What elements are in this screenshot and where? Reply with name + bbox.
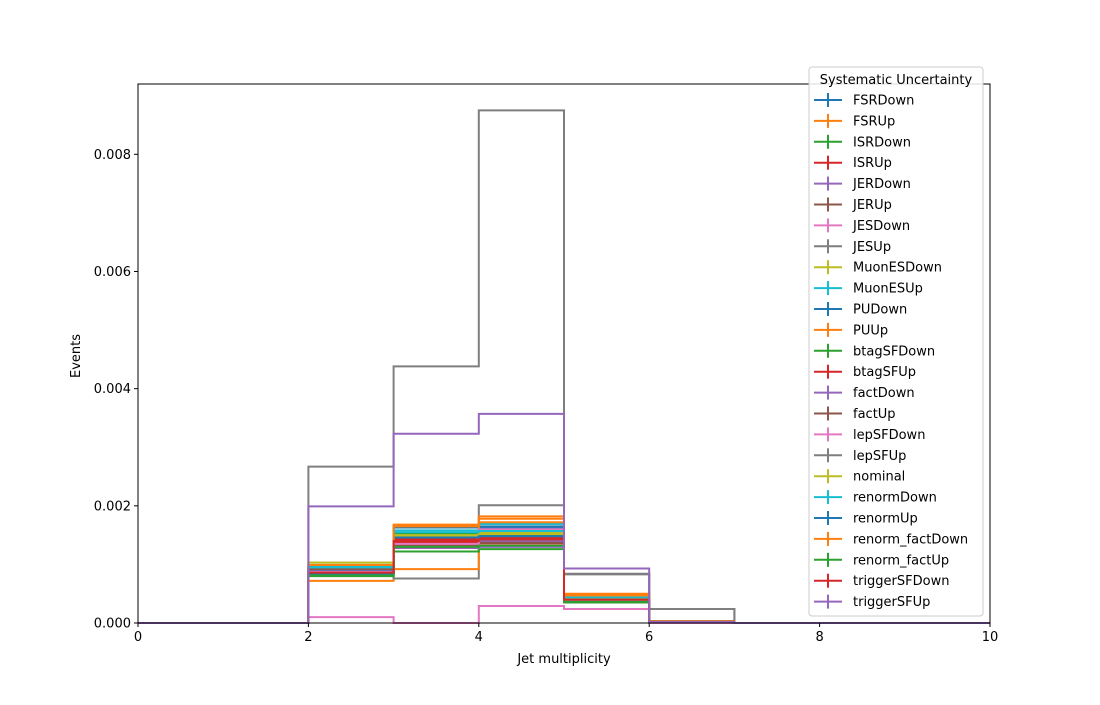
- legend-label: JERDown: [852, 177, 911, 192]
- legend-entry: renormDown: [814, 490, 937, 506]
- x-axis: 0 2 4 6 8 10: [134, 623, 998, 645]
- x-tick-label: 0: [134, 630, 142, 645]
- x-tick-label: 4: [475, 630, 483, 645]
- legend-label: renorm_factDown: [853, 532, 968, 547]
- legend-entry: lepSFDown: [814, 427, 925, 443]
- y-axis-label: Events: [69, 334, 84, 378]
- legend-label: FSRUp: [853, 114, 895, 129]
- legend-label: ISRUp: [853, 156, 892, 171]
- legend-entry: renorm_factUp: [814, 552, 949, 568]
- x-axis-label: Jet multiplicity: [516, 652, 611, 667]
- legend-entry: JESDown: [814, 218, 910, 234]
- legend-label: btagSFDown: [853, 344, 935, 359]
- legend-label: JESDown: [852, 219, 910, 234]
- legend-entry: renorm_factDown: [814, 531, 968, 547]
- legend: Systematic Uncertainty FSRDown FSRUp ISRDo…: [808, 66, 984, 617]
- plot-area: [137, 83, 991, 624]
- legend-entry: JESUp: [814, 239, 891, 255]
- legend-entry: FSRDown: [814, 93, 914, 109]
- y-tick-label: 0.006: [94, 265, 131, 280]
- x-tick-label: 10: [982, 630, 999, 645]
- legend-entry: ISRDown: [814, 134, 911, 150]
- legend-label: renorm_factUp: [853, 553, 949, 568]
- x-tick-label: 8: [815, 630, 823, 645]
- legend-entry: JERUp: [814, 197, 892, 213]
- legend-box: [808, 66, 984, 617]
- legend-label: PUDown: [853, 303, 907, 318]
- y-tick-label: 0.004: [94, 382, 131, 397]
- legend-entry: JERDown: [814, 176, 911, 192]
- y-tick-label: 0.008: [94, 148, 131, 163]
- legend-entry: lepSFUp: [814, 448, 906, 464]
- legend-entry: triggerSFUp: [814, 594, 930, 610]
- legend-entry: btagSFUp: [814, 364, 916, 380]
- legend-label: btagSFUp: [853, 365, 916, 380]
- legend-label: triggerSFDown: [853, 574, 949, 589]
- legend-label: lepSFUp: [853, 449, 906, 464]
- legend-label: nominal: [853, 470, 905, 485]
- legend-entry: btagSFDown: [814, 343, 935, 359]
- legend-label: renormDown: [853, 491, 937, 506]
- x-tick-label: 6: [645, 630, 653, 645]
- y-tick-label: 0.000: [94, 617, 131, 632]
- legend-label: MuonESUp: [853, 282, 923, 297]
- legend-entry: PUUp: [814, 322, 888, 338]
- legend-entry: nominal: [814, 469, 905, 485]
- y-axis: 0.000 0.002 0.004 0.006 0.008: [94, 148, 138, 632]
- legend-label: FSRDown: [853, 94, 914, 109]
- legend-entry: FSRUp: [814, 113, 895, 129]
- legend-label: triggerSFUp: [853, 595, 930, 610]
- legend-entry: factDown: [814, 385, 915, 401]
- legend-entries: FSRDown FSRUp ISRDown ISRUp JERDown JERUp JESD…: [814, 93, 968, 610]
- x-tick-label: 2: [304, 630, 312, 645]
- legend-entry: MuonESUp: [814, 281, 923, 297]
- y-tick-label: 0.002: [94, 499, 131, 514]
- legend-entry: factUp: [814, 406, 896, 422]
- legend-entry: triggerSFDown: [814, 573, 949, 589]
- legend-title: Systematic Uncertainty: [820, 73, 973, 88]
- legend-entry: MuonESDown: [814, 260, 942, 276]
- legend-entry: PUDown: [814, 302, 907, 318]
- legend-label: ISRDown: [853, 135, 911, 150]
- legend-entry: ISRUp: [814, 155, 892, 171]
- legend-label: PUUp: [853, 323, 888, 338]
- axes-frame: [137, 83, 991, 624]
- legend-label: factDown: [853, 386, 915, 401]
- legend-label: JESUp: [852, 240, 891, 255]
- legend-label: MuonESDown: [853, 261, 942, 276]
- legend-label: factUp: [853, 407, 896, 422]
- legend-label: JERUp: [852, 198, 892, 213]
- legend-entry: renormUp: [814, 511, 918, 527]
- legend-label: renormUp: [853, 512, 918, 527]
- legend-label: lepSFDown: [853, 428, 925, 443]
